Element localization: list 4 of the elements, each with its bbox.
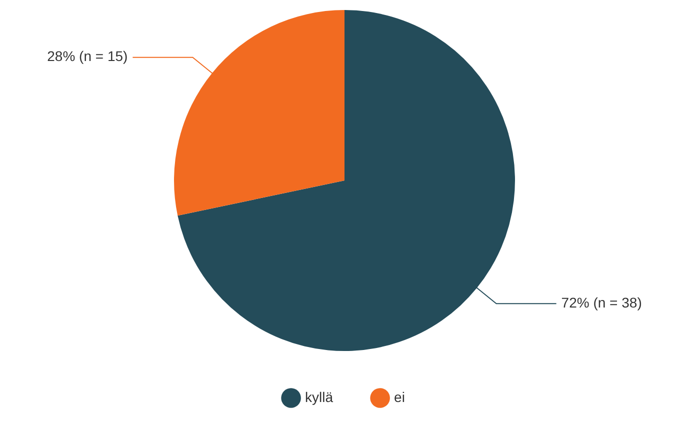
legend-label: ei <box>394 388 405 405</box>
data-label: 72% (n = 38) <box>561 294 642 311</box>
legend-label: kyllä <box>305 388 334 405</box>
data-label: 28% (n = 15) <box>47 48 128 64</box>
